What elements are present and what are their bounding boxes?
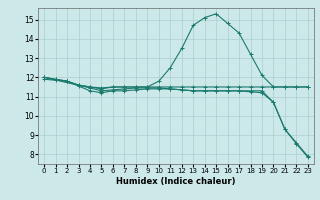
X-axis label: Humidex (Indice chaleur): Humidex (Indice chaleur) [116,177,236,186]
